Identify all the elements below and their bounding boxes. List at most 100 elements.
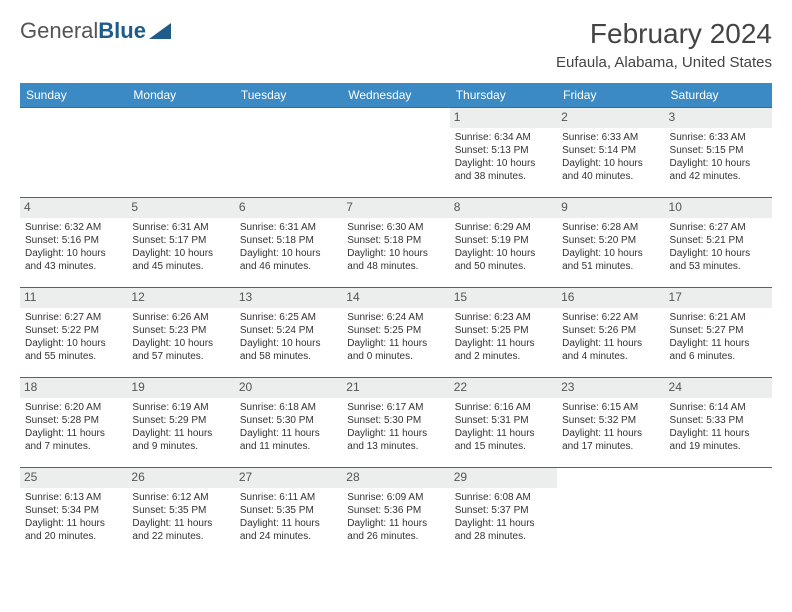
sunset-text: Sunset: 5:32 PM xyxy=(562,414,659,427)
sunset-text: Sunset: 5:25 PM xyxy=(455,324,552,337)
calendar-day-cell: 3Sunrise: 6:33 AMSunset: 5:15 PMDaylight… xyxy=(665,108,772,198)
day-number: 3 xyxy=(665,108,772,128)
sunset-text: Sunset: 5:18 PM xyxy=(240,234,337,247)
sunset-text: Sunset: 5:17 PM xyxy=(132,234,229,247)
calendar-day-cell: 17Sunrise: 6:21 AMSunset: 5:27 PMDayligh… xyxy=(665,288,772,378)
calendar-week-row: 18Sunrise: 6:20 AMSunset: 5:28 PMDayligh… xyxy=(20,378,772,468)
header: GeneralBlue February 2024 Eufaula, Alaba… xyxy=(20,18,772,71)
day-number: 26 xyxy=(127,468,234,488)
day-number: 10 xyxy=(665,198,772,218)
weekday-header: Tuesday xyxy=(235,83,342,108)
sunrise-text: Sunrise: 6:23 AM xyxy=(455,311,552,324)
day-number: 21 xyxy=(342,378,449,398)
title-block: February 2024 Eufaula, Alabama, United S… xyxy=(556,18,772,71)
calendar-day-cell: 29Sunrise: 6:08 AMSunset: 5:37 PMDayligh… xyxy=(450,468,557,558)
sunset-text: Sunset: 5:27 PM xyxy=(670,324,767,337)
sunset-text: Sunset: 5:13 PM xyxy=(455,144,552,157)
sunset-text: Sunset: 5:34 PM xyxy=(25,504,122,517)
logo-text-2: Blue xyxy=(98,18,146,44)
daylight-text: Daylight: 11 hours and 0 minutes. xyxy=(347,337,444,363)
day-number: 28 xyxy=(342,468,449,488)
daylight-text: Daylight: 11 hours and 11 minutes. xyxy=(240,427,337,453)
day-number: 29 xyxy=(450,468,557,488)
daylight-text: Daylight: 11 hours and 7 minutes. xyxy=(25,427,122,453)
sunset-text: Sunset: 5:33 PM xyxy=(670,414,767,427)
daylight-text: Daylight: 10 hours and 38 minutes. xyxy=(455,157,552,183)
calendar-day-cell: 20Sunrise: 6:18 AMSunset: 5:30 PMDayligh… xyxy=(235,378,342,468)
sunset-text: Sunset: 5:28 PM xyxy=(25,414,122,427)
calendar-day-cell: 28Sunrise: 6:09 AMSunset: 5:36 PMDayligh… xyxy=(342,468,449,558)
sunset-text: Sunset: 5:25 PM xyxy=(347,324,444,337)
sunset-text: Sunset: 5:29 PM xyxy=(132,414,229,427)
weekday-header: Monday xyxy=(127,83,234,108)
day-number: 25 xyxy=(20,468,127,488)
sunset-text: Sunset: 5:30 PM xyxy=(347,414,444,427)
calendar-day-cell: 10Sunrise: 6:27 AMSunset: 5:21 PMDayligh… xyxy=(665,198,772,288)
location: Eufaula, Alabama, United States xyxy=(556,54,772,71)
sunset-text: Sunset: 5:26 PM xyxy=(562,324,659,337)
calendar-day-cell: 24Sunrise: 6:14 AMSunset: 5:33 PMDayligh… xyxy=(665,378,772,468)
sunset-text: Sunset: 5:21 PM xyxy=(670,234,767,247)
calendar-day-cell: 11Sunrise: 6:27 AMSunset: 5:22 PMDayligh… xyxy=(20,288,127,378)
sunrise-text: Sunrise: 6:31 AM xyxy=(132,221,229,234)
daylight-text: Daylight: 11 hours and 4 minutes. xyxy=(562,337,659,363)
daylight-text: Daylight: 11 hours and 22 minutes. xyxy=(132,517,229,543)
sunset-text: Sunset: 5:19 PM xyxy=(455,234,552,247)
daylight-text: Daylight: 10 hours and 53 minutes. xyxy=(670,247,767,273)
sunset-text: Sunset: 5:20 PM xyxy=(562,234,659,247)
sunrise-text: Sunrise: 6:33 AM xyxy=(670,131,767,144)
daylight-text: Daylight: 11 hours and 20 minutes. xyxy=(25,517,122,543)
sunset-text: Sunset: 5:24 PM xyxy=(240,324,337,337)
weekday-header-row: Sunday Monday Tuesday Wednesday Thursday… xyxy=(20,83,772,108)
calendar-day-cell: 8Sunrise: 6:29 AMSunset: 5:19 PMDaylight… xyxy=(450,198,557,288)
calendar-day-cell: 2Sunrise: 6:33 AMSunset: 5:14 PMDaylight… xyxy=(557,108,664,198)
sunset-text: Sunset: 5:14 PM xyxy=(562,144,659,157)
day-number: 23 xyxy=(557,378,664,398)
daylight-text: Daylight: 11 hours and 19 minutes. xyxy=(670,427,767,453)
calendar-day-cell: 6Sunrise: 6:31 AMSunset: 5:18 PMDaylight… xyxy=(235,198,342,288)
sunrise-text: Sunrise: 6:13 AM xyxy=(25,491,122,504)
calendar-day-cell: 23Sunrise: 6:15 AMSunset: 5:32 PMDayligh… xyxy=(557,378,664,468)
day-number: 13 xyxy=(235,288,342,308)
sunrise-text: Sunrise: 6:14 AM xyxy=(670,401,767,414)
daylight-text: Daylight: 11 hours and 24 minutes. xyxy=(240,517,337,543)
calendar-week-row: 11Sunrise: 6:27 AMSunset: 5:22 PMDayligh… xyxy=(20,288,772,378)
sunrise-text: Sunrise: 6:20 AM xyxy=(25,401,122,414)
calendar-day-cell: 18Sunrise: 6:20 AMSunset: 5:28 PMDayligh… xyxy=(20,378,127,468)
calendar-day-cell: . xyxy=(342,108,449,198)
sunrise-text: Sunrise: 6:32 AM xyxy=(25,221,122,234)
calendar-day-cell: 27Sunrise: 6:11 AMSunset: 5:35 PMDayligh… xyxy=(235,468,342,558)
sunrise-text: Sunrise: 6:30 AM xyxy=(347,221,444,234)
calendar-day-cell: 16Sunrise: 6:22 AMSunset: 5:26 PMDayligh… xyxy=(557,288,664,378)
logo: GeneralBlue xyxy=(20,18,171,44)
day-number: 15 xyxy=(450,288,557,308)
daylight-text: Daylight: 10 hours and 42 minutes. xyxy=(670,157,767,183)
sunset-text: Sunset: 5:22 PM xyxy=(25,324,122,337)
daylight-text: Daylight: 10 hours and 43 minutes. xyxy=(25,247,122,273)
sunrise-text: Sunrise: 6:22 AM xyxy=(562,311,659,324)
day-number: 17 xyxy=(665,288,772,308)
daylight-text: Daylight: 10 hours and 40 minutes. xyxy=(562,157,659,183)
sunrise-text: Sunrise: 6:18 AM xyxy=(240,401,337,414)
weekday-header: Friday xyxy=(557,83,664,108)
calendar-day-cell: 7Sunrise: 6:30 AMSunset: 5:18 PMDaylight… xyxy=(342,198,449,288)
logo-triangle-icon xyxy=(149,23,171,39)
calendar-day-cell: . xyxy=(127,108,234,198)
calendar-day-cell: . xyxy=(557,468,664,558)
sunrise-text: Sunrise: 6:31 AM xyxy=(240,221,337,234)
weekday-header: Thursday xyxy=(450,83,557,108)
calendar-day-cell: 12Sunrise: 6:26 AMSunset: 5:23 PMDayligh… xyxy=(127,288,234,378)
sunset-text: Sunset: 5:16 PM xyxy=(25,234,122,247)
daylight-text: Daylight: 11 hours and 6 minutes. xyxy=(670,337,767,363)
daylight-text: Daylight: 10 hours and 57 minutes. xyxy=(132,337,229,363)
day-number: 7 xyxy=(342,198,449,218)
sunrise-text: Sunrise: 6:34 AM xyxy=(455,131,552,144)
day-number: 20 xyxy=(235,378,342,398)
day-number: 14 xyxy=(342,288,449,308)
calendar-day-cell: 13Sunrise: 6:25 AMSunset: 5:24 PMDayligh… xyxy=(235,288,342,378)
day-number: 2 xyxy=(557,108,664,128)
sunrise-text: Sunrise: 6:11 AM xyxy=(240,491,337,504)
sunrise-text: Sunrise: 6:27 AM xyxy=(25,311,122,324)
calendar-day-cell: . xyxy=(20,108,127,198)
day-number: 22 xyxy=(450,378,557,398)
